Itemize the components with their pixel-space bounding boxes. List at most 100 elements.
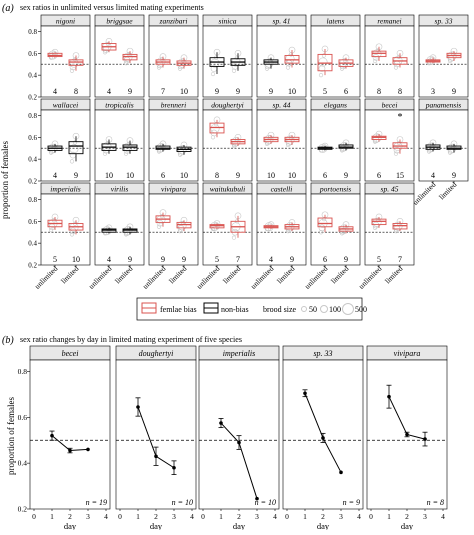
species-panel-sinica: sinica 9 9 [202, 14, 253, 98]
sample-size-label: n = 10 [255, 498, 276, 507]
species-panel-elegans: elegans 6 9 [310, 98, 361, 182]
sample-size-label: 9 [182, 255, 186, 264]
sample-size-label: 9 [344, 171, 348, 180]
species-name: sp. 33 [435, 17, 453, 26]
x-tick-label: limited [59, 264, 81, 286]
x-tick-label: 0 [285, 512, 289, 521]
panel-a-letter: (a) [2, 3, 14, 14]
significance-star: * [398, 112, 403, 123]
data-point [450, 140, 458, 148]
data-point [123, 151, 129, 156]
x-axis-label: day [233, 521, 246, 530]
sample-size-label: 9 [128, 87, 132, 96]
species-name: zanzibari [159, 17, 188, 26]
sample-size-label: 9 [128, 255, 132, 264]
data-point [255, 496, 259, 501]
data-point [69, 159, 75, 164]
data-point [69, 144, 79, 154]
x-tick-label: unlimited [303, 264, 330, 291]
panel-b-ytick-label: 0.6 [18, 413, 28, 422]
panel-a-ytick-label: 0.8 [28, 112, 37, 120]
day-panel-sp-33: sp. 33 n = 9 0 1 2 3 4 day [282, 345, 364, 531]
sample-size-label: 15 [396, 171, 404, 180]
species-plot-frame [310, 109, 361, 182]
legend-bias-label: femlae bias [160, 305, 197, 314]
data-point [303, 391, 307, 396]
panel-a-ytick-label: 0.2 [28, 178, 37, 186]
species-panel-castelli: castelli 4 9 unlimited limited [249, 182, 307, 291]
panel-b-ytick-label: 0.8 [18, 367, 28, 376]
species-panel-wallacei: wallacei 4 9 [40, 98, 91, 182]
data-point [210, 71, 216, 77]
data-point [105, 37, 113, 45]
legend-size-medium: 100 [329, 305, 341, 314]
data-point [318, 230, 324, 235]
sample-size-label: 4 [107, 255, 111, 264]
data-point [234, 134, 242, 141]
x-axis-label: day [401, 521, 414, 530]
species-panel-waitukubuli: waitukubuli 5 7 unlimited limited [195, 182, 253, 291]
data-point [267, 131, 275, 139]
x-tick-label: unlimited [87, 264, 114, 291]
species-plot-frame [310, 25, 361, 98]
sample-size-label: 5 [53, 255, 57, 264]
species-name: imperialis [50, 185, 80, 194]
species-name: brenneri [161, 101, 187, 110]
x-tick-label: 1 [219, 512, 223, 521]
legend: femlae bias non-bias brood size 50 100 5… [136, 297, 367, 321]
data-point [342, 54, 350, 61]
sample-size-label: 5 [377, 255, 381, 264]
sample-size-label: 6 [344, 87, 348, 96]
species-panel-sp-45: sp. 45 5 7 unlimited limited [357, 182, 415, 291]
x-tick-label: 2 [237, 512, 241, 521]
data-point [69, 232, 75, 237]
species-panel-remanei: remanei 8 8 [364, 14, 415, 98]
panel-a-ytick-label: 0.4 [28, 72, 37, 80]
species-plot-frame [148, 193, 199, 266]
species-name: doughertyi [211, 101, 244, 110]
data-point [231, 235, 237, 240]
species-name: remanei [377, 17, 401, 26]
data-point [213, 220, 221, 227]
x-tick-label: unlimited [357, 264, 384, 291]
sample-size-label: 6 [377, 171, 381, 180]
data-point [231, 68, 237, 73]
data-point [339, 470, 343, 475]
box [317, 217, 333, 228]
data-point [318, 57, 328, 67]
sample-size-label: 5 [215, 255, 219, 264]
data-point [86, 447, 90, 452]
x-axis-label: day [150, 521, 163, 530]
sample-size-label: 9 [269, 87, 273, 96]
species-name: sp. 33 [313, 349, 332, 358]
species-panel-brenneri: brenneri 6 10 [148, 98, 199, 182]
box [68, 141, 84, 155]
panel-a-ytick-label: 0.4 [28, 240, 37, 248]
x-tick-label: unlimited [249, 264, 276, 291]
species-name: sp. 45 [381, 185, 399, 194]
panel-b-letter: (b) [2, 335, 14, 346]
panel-b-ytick-label: 0.2 [18, 505, 28, 514]
data-point [288, 131, 296, 139]
data-point [72, 140, 78, 145]
sample-size-label: 10 [105, 171, 113, 180]
x-tick-label: 3 [86, 512, 90, 521]
panel-a: 0.80.60.40.20.80.60.40.20.80.60.40.2nigo… [28, 14, 469, 291]
species-plot-frame [29, 359, 111, 510]
sample-size-label: 9 [74, 171, 78, 180]
legend-frame [136, 297, 363, 321]
species-plot-frame [94, 25, 145, 98]
data-point [105, 224, 113, 232]
data-point [105, 140, 111, 146]
x-tick-label: 2 [68, 512, 72, 521]
sample-size-label: 9 [344, 255, 348, 264]
x-tick-label: 1 [50, 512, 54, 521]
species-plot-frame [364, 193, 415, 266]
sample-size-label: 4 [53, 171, 57, 180]
sample-size-label: 6 [161, 171, 165, 180]
species-panel-sp-33: sp. 33 3 9 [418, 14, 469, 98]
sample-size-label: 10 [126, 171, 134, 180]
